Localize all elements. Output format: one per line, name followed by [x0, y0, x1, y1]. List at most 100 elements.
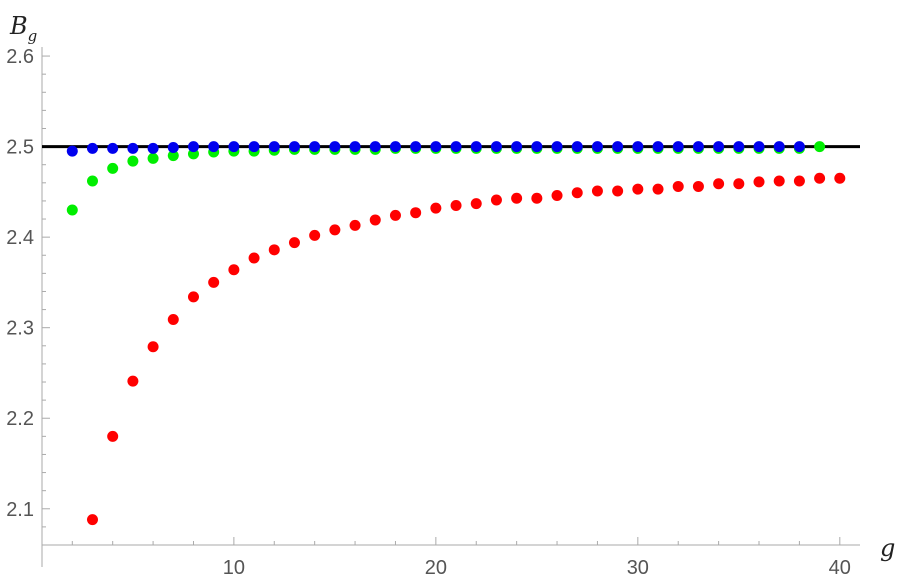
data-point: [309, 141, 321, 153]
data-point: [430, 202, 442, 214]
y-axis-label-main: B: [9, 12, 28, 40]
data-point: [349, 219, 361, 231]
data-point: [369, 214, 381, 226]
data-point: [814, 172, 826, 184]
data-point: [571, 141, 583, 153]
data-point: [329, 141, 341, 153]
data-point: [672, 180, 684, 192]
series-3: [66, 141, 805, 157]
y-tick-label: 2.4: [6, 227, 34, 249]
axis-labels: Bg g: [9, 12, 895, 562]
data-point: [692, 141, 704, 153]
data-point: [268, 141, 280, 153]
data-point: [167, 314, 179, 326]
data-point: [450, 199, 462, 211]
data-point: [490, 141, 502, 153]
y-tick-label: 2.3: [6, 318, 34, 340]
data-point: [147, 152, 159, 164]
data-point: [288, 237, 300, 249]
data-point: [86, 142, 98, 154]
data-point: [349, 141, 361, 153]
data-point: [147, 142, 159, 154]
data-point: [410, 141, 422, 153]
data-point: [793, 141, 805, 153]
y-tick-label: 2.2: [6, 408, 34, 430]
data-point: [551, 141, 563, 153]
data-point: [632, 183, 644, 195]
data-point: [733, 141, 745, 153]
data-point: [288, 141, 300, 153]
x-tick-label: 40: [829, 557, 851, 579]
data-point: [147, 341, 159, 353]
data-point: [187, 291, 199, 303]
data-point: [66, 145, 78, 157]
data-point: [511, 192, 523, 204]
data-point: [591, 141, 603, 153]
data-point: [410, 207, 422, 219]
data-point: [228, 264, 240, 276]
data-point: [470, 141, 482, 153]
data-point: [511, 141, 523, 153]
data-point: [208, 141, 220, 153]
data-point: [208, 276, 220, 288]
data-point: [248, 141, 260, 153]
x-axis-label: g: [880, 534, 895, 562]
data-point: [86, 175, 98, 187]
data-point: [66, 204, 78, 216]
data-points: [66, 141, 846, 526]
data-point: [389, 209, 401, 221]
data-point: [531, 192, 543, 204]
data-point: [450, 141, 462, 153]
data-point: [369, 141, 381, 153]
data-point: [612, 185, 624, 197]
data-point: [713, 141, 725, 153]
data-point: [531, 141, 543, 153]
data-point: [672, 141, 684, 153]
y-tick-label: 2.1: [6, 499, 34, 521]
data-point: [551, 189, 563, 201]
data-point: [248, 252, 260, 264]
data-point: [773, 141, 785, 153]
series-1: [86, 172, 846, 526]
data-point: [329, 224, 341, 236]
data-point: [591, 185, 603, 197]
data-point: [430, 141, 442, 153]
data-point: [632, 141, 644, 153]
data-point: [753, 141, 765, 153]
data-point: [127, 375, 139, 387]
data-point: [470, 198, 482, 210]
data-point: [389, 141, 401, 153]
data-point: [127, 142, 139, 154]
data-point: [753, 176, 765, 188]
data-point: [167, 150, 179, 162]
y-tick-label: 2.5: [6, 137, 34, 159]
data-point: [773, 175, 785, 187]
data-point: [713, 178, 725, 190]
x-tick-label: 10: [223, 557, 245, 579]
data-point: [86, 514, 98, 526]
data-point: [612, 141, 624, 153]
data-point: [167, 142, 179, 154]
data-point: [652, 141, 664, 153]
x-tick-label: 30: [627, 557, 649, 579]
data-point: [834, 172, 846, 184]
y-tick-label: 2.6: [6, 46, 34, 68]
data-point: [692, 180, 704, 192]
data-point: [793, 175, 805, 187]
data-point: [652, 183, 664, 195]
y-axis-label-sub: g: [28, 27, 38, 45]
axes: 10 20 30 40 2.1 2.2 2.3 2.4 2.5 2.6: [6, 46, 860, 579]
data-point: [107, 430, 119, 442]
data-point: [228, 141, 240, 153]
y-axis-label: Bg: [9, 12, 37, 45]
data-point: [107, 162, 119, 174]
data-point: [107, 142, 119, 154]
data-point: [268, 244, 280, 256]
series-2: [66, 141, 826, 216]
data-point: [571, 187, 583, 199]
data-point: [127, 155, 139, 167]
data-point: [309, 229, 321, 241]
x-tick-label: 20: [425, 557, 447, 579]
data-point: [490, 194, 502, 206]
